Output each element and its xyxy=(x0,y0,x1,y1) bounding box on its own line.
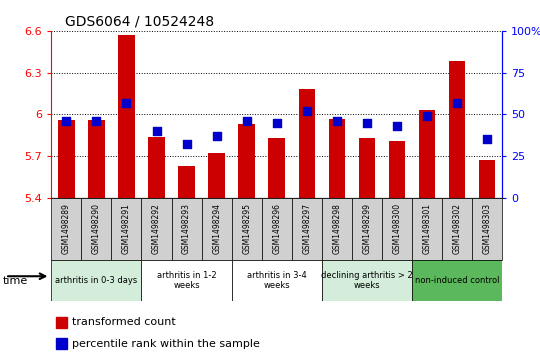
FancyBboxPatch shape xyxy=(322,198,352,260)
Text: GSM1498302: GSM1498302 xyxy=(453,203,462,254)
Point xyxy=(62,118,71,124)
Text: GSM1498298: GSM1498298 xyxy=(332,203,341,254)
Point xyxy=(393,123,401,129)
Bar xyxy=(58,120,75,198)
FancyBboxPatch shape xyxy=(232,260,322,301)
Bar xyxy=(118,35,134,198)
Bar xyxy=(419,110,435,198)
Text: GSM1498303: GSM1498303 xyxy=(483,203,491,254)
Bar xyxy=(56,338,67,349)
Text: arthritis in 0-3 days: arthritis in 0-3 days xyxy=(55,276,138,285)
FancyBboxPatch shape xyxy=(111,198,141,260)
FancyBboxPatch shape xyxy=(172,198,201,260)
FancyBboxPatch shape xyxy=(382,198,412,260)
Text: transformed count: transformed count xyxy=(72,317,176,327)
FancyBboxPatch shape xyxy=(141,198,172,260)
Bar xyxy=(299,89,315,198)
Bar xyxy=(148,136,165,198)
Point xyxy=(362,120,371,126)
Text: arthritis in 1-2
weeks: arthritis in 1-2 weeks xyxy=(157,271,217,290)
Text: GSM1498291: GSM1498291 xyxy=(122,203,131,254)
Text: GSM1498300: GSM1498300 xyxy=(393,203,401,254)
Point xyxy=(242,118,251,124)
Point xyxy=(182,142,191,147)
Point xyxy=(453,100,461,106)
Point xyxy=(423,113,431,119)
Bar xyxy=(359,138,375,198)
Text: GSM1498301: GSM1498301 xyxy=(422,203,431,254)
Text: GSM1498295: GSM1498295 xyxy=(242,203,251,254)
Text: time: time xyxy=(3,276,28,286)
FancyBboxPatch shape xyxy=(82,198,111,260)
FancyBboxPatch shape xyxy=(51,198,82,260)
Text: GSM1498293: GSM1498293 xyxy=(182,203,191,254)
Point xyxy=(122,100,131,106)
Text: GDS6064 / 10524248: GDS6064 / 10524248 xyxy=(65,15,214,29)
Text: GSM1498296: GSM1498296 xyxy=(272,203,281,254)
Bar xyxy=(479,160,495,198)
FancyBboxPatch shape xyxy=(232,198,262,260)
Text: declining arthritis > 2
weeks: declining arthritis > 2 weeks xyxy=(321,271,413,290)
FancyBboxPatch shape xyxy=(292,198,322,260)
FancyBboxPatch shape xyxy=(322,260,412,301)
Bar xyxy=(239,124,255,198)
Bar xyxy=(268,138,285,198)
Point xyxy=(212,133,221,139)
FancyBboxPatch shape xyxy=(472,198,502,260)
Bar xyxy=(178,166,195,198)
FancyBboxPatch shape xyxy=(412,260,502,301)
FancyBboxPatch shape xyxy=(262,198,292,260)
FancyBboxPatch shape xyxy=(412,198,442,260)
Text: GSM1498299: GSM1498299 xyxy=(362,203,372,254)
Point xyxy=(302,108,311,114)
Point xyxy=(273,120,281,126)
Text: GSM1498297: GSM1498297 xyxy=(302,203,311,254)
Bar xyxy=(88,120,105,198)
Point xyxy=(152,128,161,134)
Text: GSM1498294: GSM1498294 xyxy=(212,203,221,254)
Text: non-induced control: non-induced control xyxy=(415,276,500,285)
Text: GSM1498289: GSM1498289 xyxy=(62,203,71,254)
Bar xyxy=(389,141,405,198)
FancyBboxPatch shape xyxy=(141,260,232,301)
Point xyxy=(333,118,341,124)
FancyBboxPatch shape xyxy=(442,198,472,260)
Bar xyxy=(208,153,225,198)
Point xyxy=(483,136,491,142)
Text: GSM1498290: GSM1498290 xyxy=(92,203,101,254)
Text: GSM1498292: GSM1498292 xyxy=(152,203,161,254)
Bar xyxy=(329,119,345,198)
FancyBboxPatch shape xyxy=(201,198,232,260)
Bar xyxy=(56,317,67,327)
Text: percentile rank within the sample: percentile rank within the sample xyxy=(72,339,259,349)
FancyBboxPatch shape xyxy=(51,260,141,301)
FancyBboxPatch shape xyxy=(352,198,382,260)
Bar xyxy=(449,61,465,198)
Text: arthritis in 3-4
weeks: arthritis in 3-4 weeks xyxy=(247,271,307,290)
Point xyxy=(92,118,101,124)
